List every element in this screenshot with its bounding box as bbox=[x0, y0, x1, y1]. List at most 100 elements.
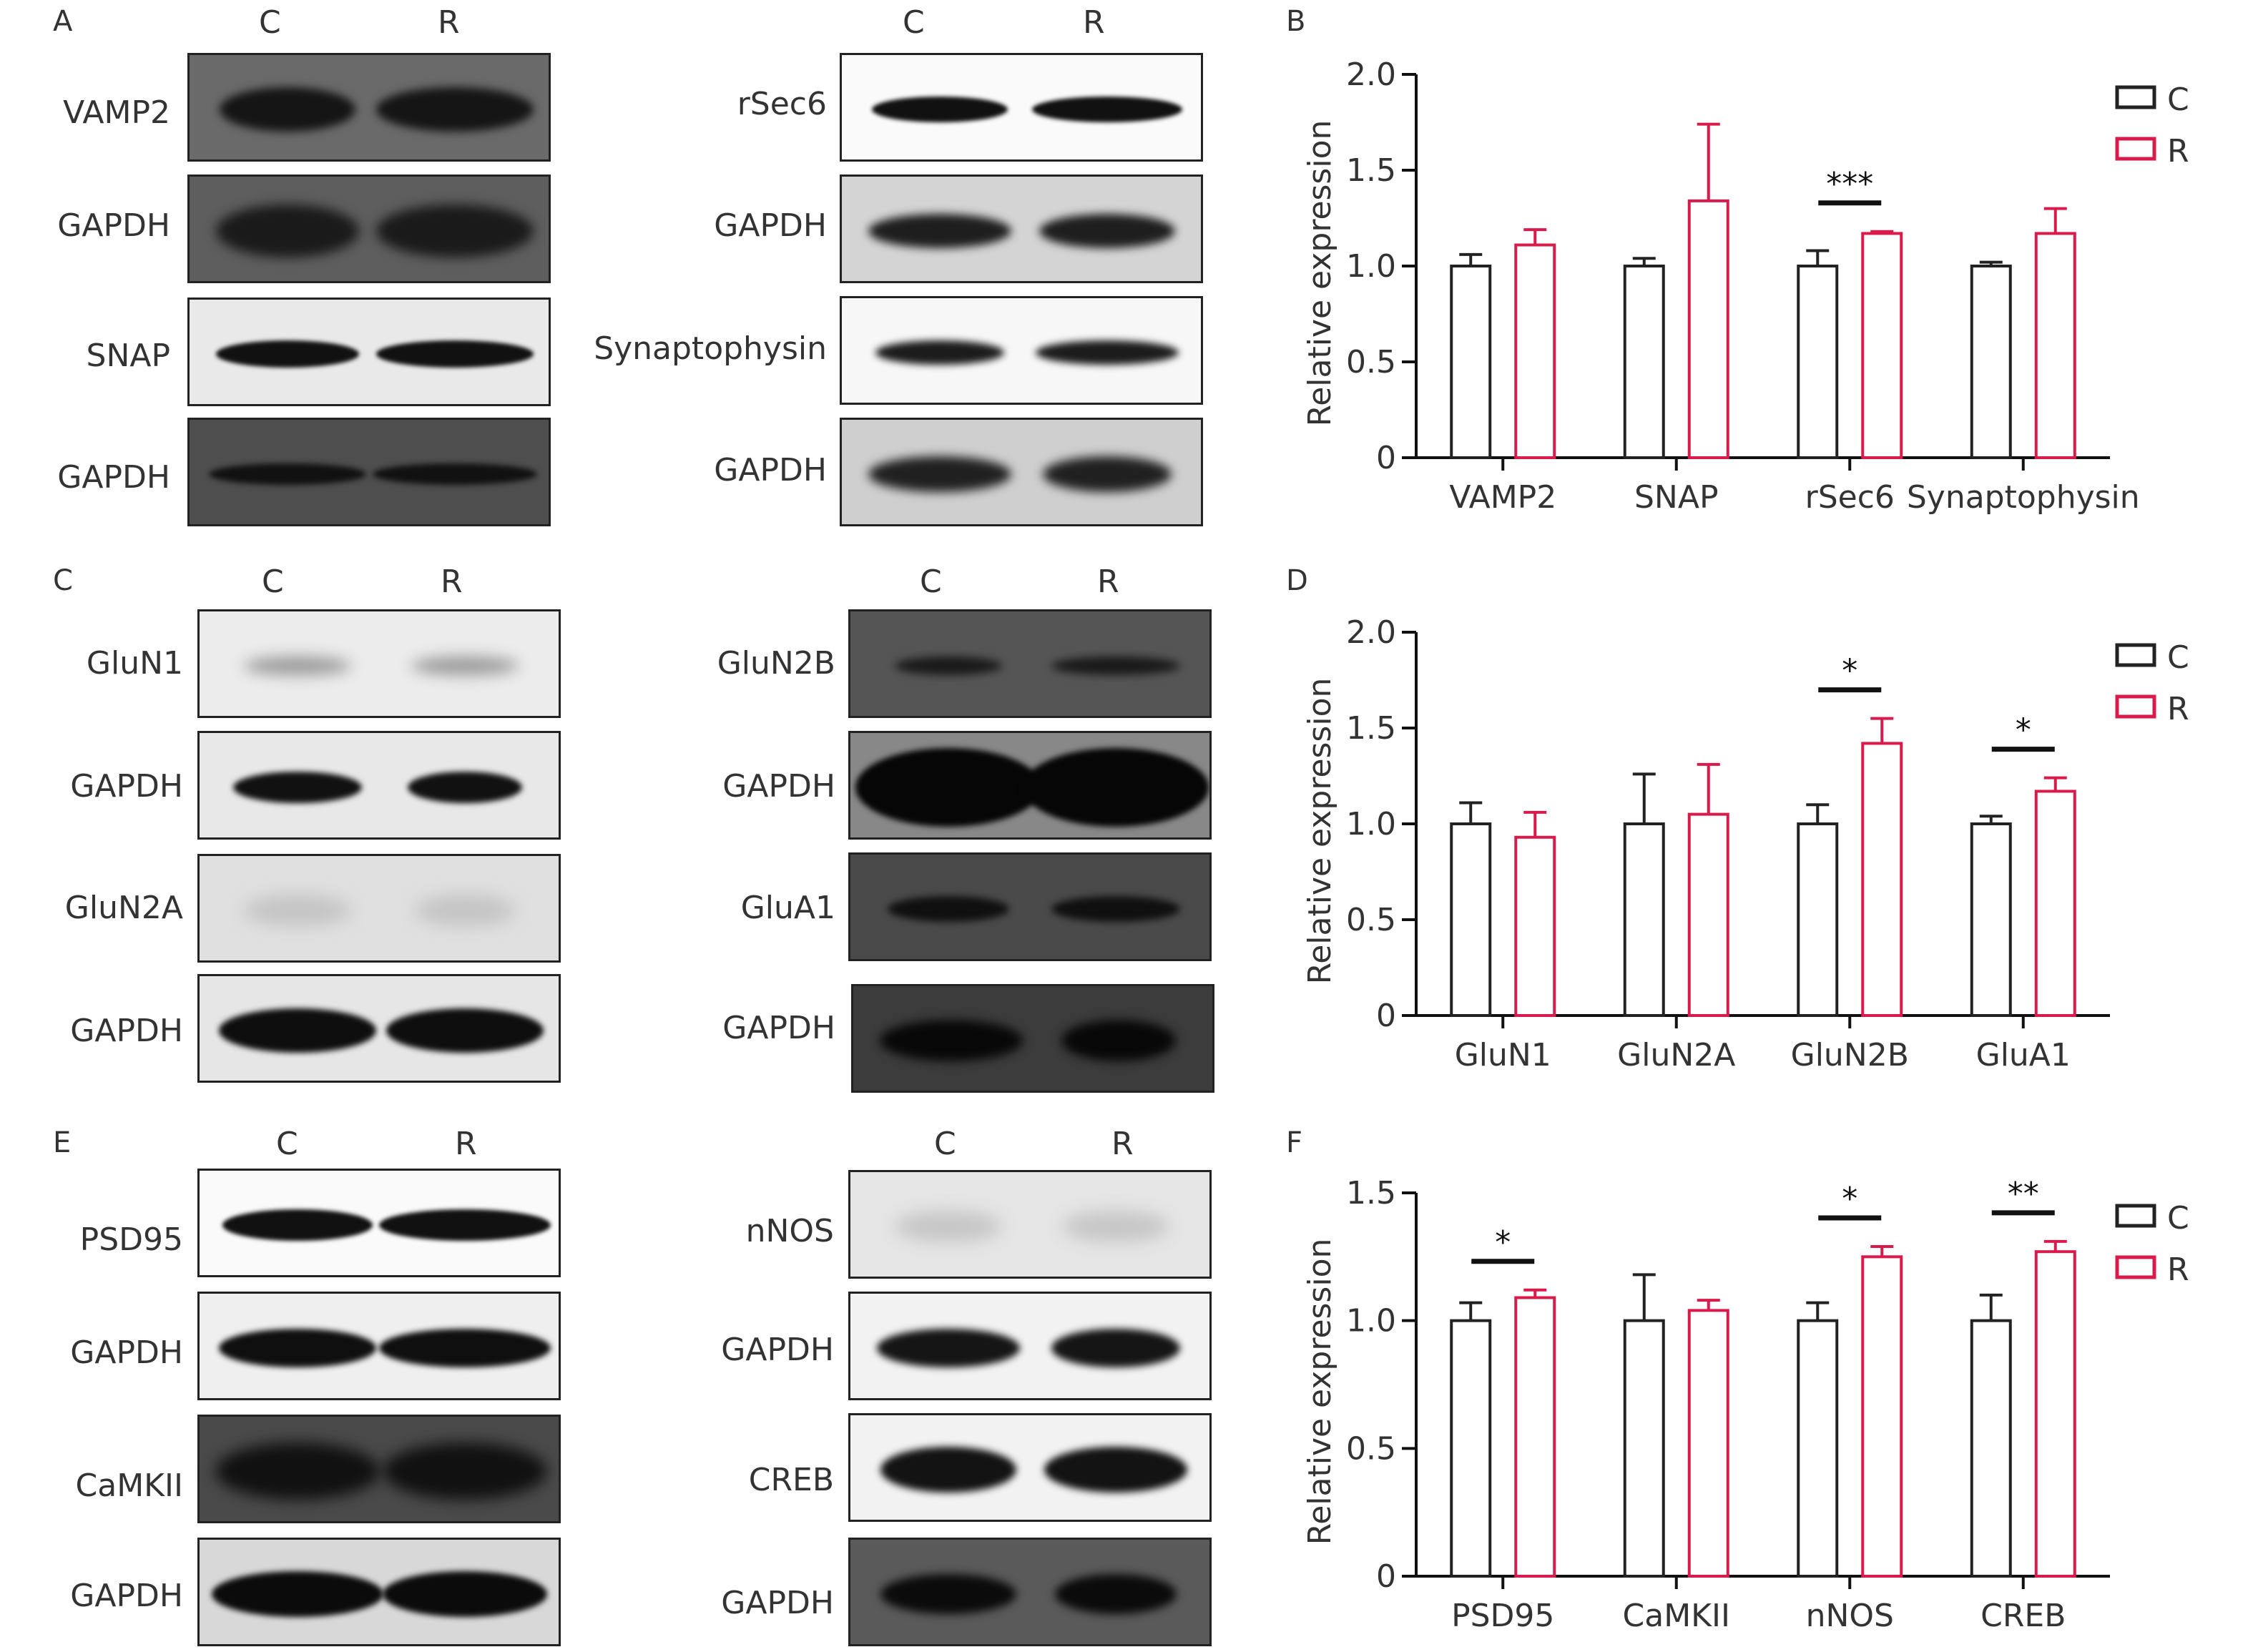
protein-band bbox=[877, 1329, 1021, 1367]
blot-label-camkii: CaMKII bbox=[75, 1467, 183, 1504]
legend-swatch-c bbox=[2115, 1204, 2156, 1228]
protein-band bbox=[382, 1442, 547, 1500]
lane-c-c-left: C bbox=[262, 564, 284, 600]
bar-c bbox=[1970, 822, 2012, 1017]
y-tick-label: 0.5 bbox=[1346, 344, 1396, 380]
bar-c bbox=[1623, 1319, 1665, 1578]
protein-band bbox=[215, 1442, 381, 1500]
western-blot-image bbox=[197, 1169, 561, 1277]
bar-c bbox=[1450, 1319, 1492, 1578]
legend-swatch-r bbox=[2115, 137, 2156, 161]
significance-marker: ** bbox=[2008, 1176, 2039, 1212]
lane-r-c-right: R bbox=[1097, 564, 1119, 600]
legend-swatch-r bbox=[2115, 694, 2156, 719]
protein-band bbox=[880, 1020, 1024, 1061]
x-tick-label: VAMP2 bbox=[1449, 479, 1556, 516]
legend-label: R bbox=[2167, 691, 2189, 727]
protein-band bbox=[376, 205, 534, 257]
bar-c bbox=[1797, 1319, 1839, 1578]
lane-c-e-right: C bbox=[934, 1126, 956, 1162]
protein-band bbox=[411, 657, 519, 675]
protein-band bbox=[1061, 1211, 1169, 1242]
western-blot-image bbox=[840, 296, 1203, 405]
protein-band bbox=[1042, 456, 1172, 492]
panel-letter-b: B bbox=[1286, 5, 1306, 38]
blot-label-gapdh: GAPDH bbox=[70, 1334, 183, 1371]
y-tick-label: 1.0 bbox=[1346, 248, 1396, 285]
y-tick-label: 1.0 bbox=[1346, 1303, 1396, 1339]
y-axis-label: Relative expression bbox=[1302, 1239, 1338, 1545]
western-blot-image bbox=[848, 1413, 1212, 1522]
bar-c bbox=[1623, 822, 1665, 1017]
protein-band bbox=[895, 1211, 1003, 1242]
western-blot-image bbox=[197, 1292, 561, 1400]
bar-r bbox=[1514, 1296, 1556, 1578]
panel-letter-c: C bbox=[53, 564, 73, 597]
bar-r bbox=[1687, 1309, 1729, 1578]
panel-letter-d: D bbox=[1286, 564, 1308, 597]
x-tick-label: GluN2B bbox=[1791, 1037, 1909, 1073]
protein-band bbox=[1031, 97, 1182, 122]
protein-band bbox=[880, 1447, 1017, 1493]
bar-r bbox=[2034, 232, 2076, 459]
lane-r-e-left: R bbox=[455, 1126, 477, 1162]
lane-c-a-left: C bbox=[259, 4, 281, 41]
blot-label-gapdh: GAPDH bbox=[714, 452, 827, 488]
western-blot-image bbox=[197, 609, 561, 718]
legend-label: C bbox=[2167, 639, 2189, 676]
lane-r-e-right: R bbox=[1111, 1126, 1134, 1162]
blot-label-nnos: nNOS bbox=[745, 1213, 834, 1249]
lane-r-c-left: R bbox=[441, 564, 463, 600]
western-blot-image bbox=[851, 984, 1214, 1093]
x-tick-label: GluN1 bbox=[1455, 1037, 1551, 1073]
protein-band bbox=[244, 657, 352, 675]
blot-label-gapdh: GAPDH bbox=[57, 207, 170, 244]
blot-label-gapdh: GAPDH bbox=[57, 459, 170, 496]
blot-label-glun2a: GluN2A bbox=[64, 890, 183, 926]
blot-label-psd95: PSD95 bbox=[79, 1221, 183, 1258]
blot-label-rsec6: rSec6 bbox=[737, 86, 827, 122]
panel-letter-e: E bbox=[53, 1126, 72, 1159]
protein-band bbox=[1035, 340, 1179, 365]
x-tick-label: PSD95 bbox=[1451, 1598, 1554, 1634]
blot-label-gapdh: GAPDH bbox=[70, 1013, 183, 1049]
blot-label-gapdh: GAPDH bbox=[722, 768, 835, 805]
protein-band bbox=[209, 463, 367, 485]
blot-label-gapdh: GAPDH bbox=[722, 1010, 835, 1046]
panel-letter-a: A bbox=[53, 5, 73, 38]
y-tick-label: 0 bbox=[1376, 998, 1396, 1034]
bar-r bbox=[1514, 835, 1556, 1018]
protein-band bbox=[1051, 896, 1180, 922]
protein-band bbox=[382, 1571, 547, 1617]
protein-band bbox=[372, 463, 537, 485]
lane-r-a-left: R bbox=[438, 4, 460, 41]
western-blot-image bbox=[848, 1538, 1212, 1646]
y-tick-label: 0 bbox=[1376, 440, 1396, 476]
protein-band bbox=[378, 1329, 551, 1367]
western-blot-image bbox=[848, 609, 1212, 718]
y-axis-label: Relative expression bbox=[1302, 120, 1338, 427]
western-blot-image bbox=[187, 53, 551, 162]
protein-band bbox=[1061, 1020, 1176, 1061]
y-tick-label: 2.0 bbox=[1346, 56, 1396, 93]
bar-c bbox=[1450, 265, 1492, 459]
bar-r bbox=[1687, 199, 1729, 459]
y-tick-label: 0.5 bbox=[1346, 1430, 1396, 1467]
significance-marker: * bbox=[1842, 1181, 1857, 1217]
bar-r bbox=[1514, 243, 1556, 459]
lane-c-c-right: C bbox=[920, 564, 942, 600]
bar-c bbox=[1970, 265, 2012, 459]
protein-band bbox=[414, 895, 515, 926]
bar-r bbox=[1861, 232, 1903, 459]
protein-band bbox=[407, 772, 522, 803]
significance-marker: * bbox=[2016, 712, 2031, 749]
protein-band bbox=[880, 1574, 1017, 1614]
protein-band bbox=[1051, 657, 1180, 675]
bar-c bbox=[1970, 1319, 2012, 1578]
legend-label: C bbox=[2167, 82, 2189, 118]
bar-r bbox=[1861, 742, 1903, 1017]
bar-r bbox=[2034, 1250, 2076, 1578]
western-blot-image bbox=[197, 854, 561, 963]
protein-band bbox=[212, 1571, 384, 1617]
